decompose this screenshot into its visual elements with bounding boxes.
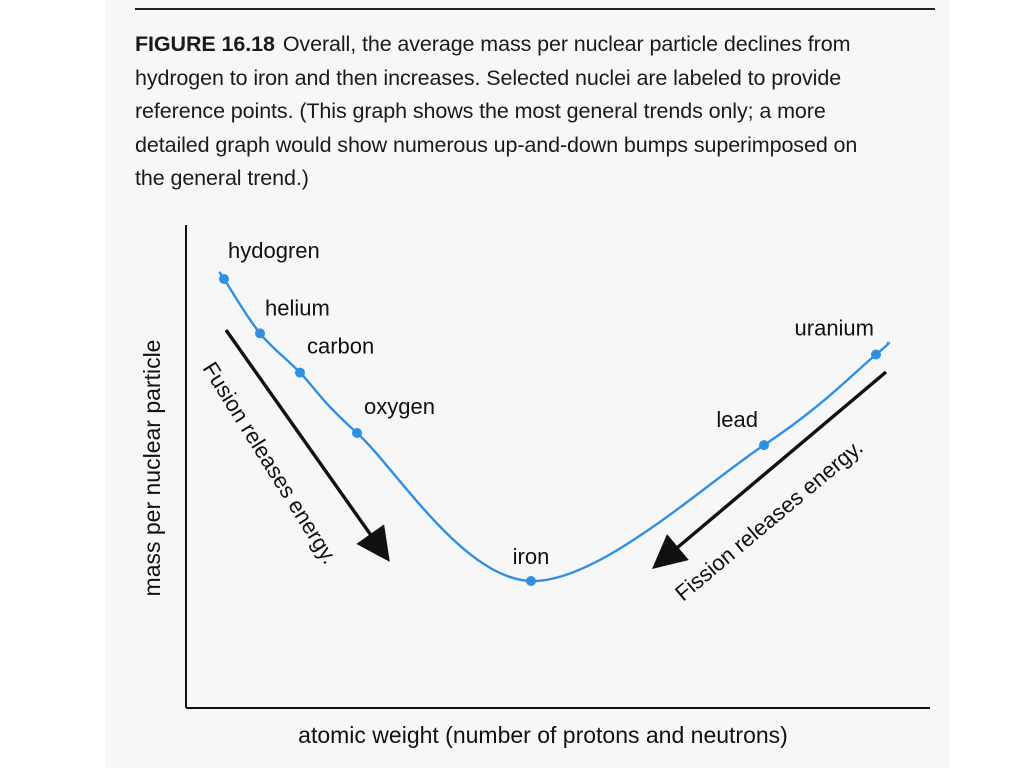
caption-line-2: hydrogen to iron and then increases. Sel… [135,65,842,90]
label-uranium: uranium [795,316,874,341]
figure-label: FIGURE 16.18 [135,32,275,56]
point-iron [526,576,536,586]
point-helium [255,328,265,339]
fission-annotation: Fission releases energy. [670,434,867,605]
label-iron: iron [513,544,550,569]
figure-caption: FIGURE 16.18 Overall, the average mass pe… [135,28,935,196]
y-axis-label: mass per nuclear particle [139,340,165,597]
top-rule [135,8,935,10]
point-carbon [295,367,305,378]
label-oxygen: oxygen [364,394,435,419]
point-uranium [871,349,881,360]
point-hydogren [219,274,229,284]
label-helium: helium [265,295,330,320]
x-axis-label: atomic weight (number of protons and neu… [298,722,788,748]
trend-curve [218,271,891,583]
caption-line-5: the general trend.) [135,166,309,190]
point-lead [759,440,769,451]
caption-line-1: Overall, the average mass per nuclear pa… [282,32,851,56]
caption-line-3: reference points. (This graph shows the … [135,99,826,123]
textbook-page: FIGURE 16.18 Overall, the average mass pe… [105,0,950,768]
caption-line-4: detailed graph would show numerous up-an… [135,132,858,157]
label-lead: lead [716,407,758,432]
fusion-arrow [224,329,390,562]
point-oxygen [352,428,362,439]
label-carbon: carbon [307,334,374,359]
fission-arrow [651,370,888,569]
label-hydogren: hydogren [228,238,320,263]
